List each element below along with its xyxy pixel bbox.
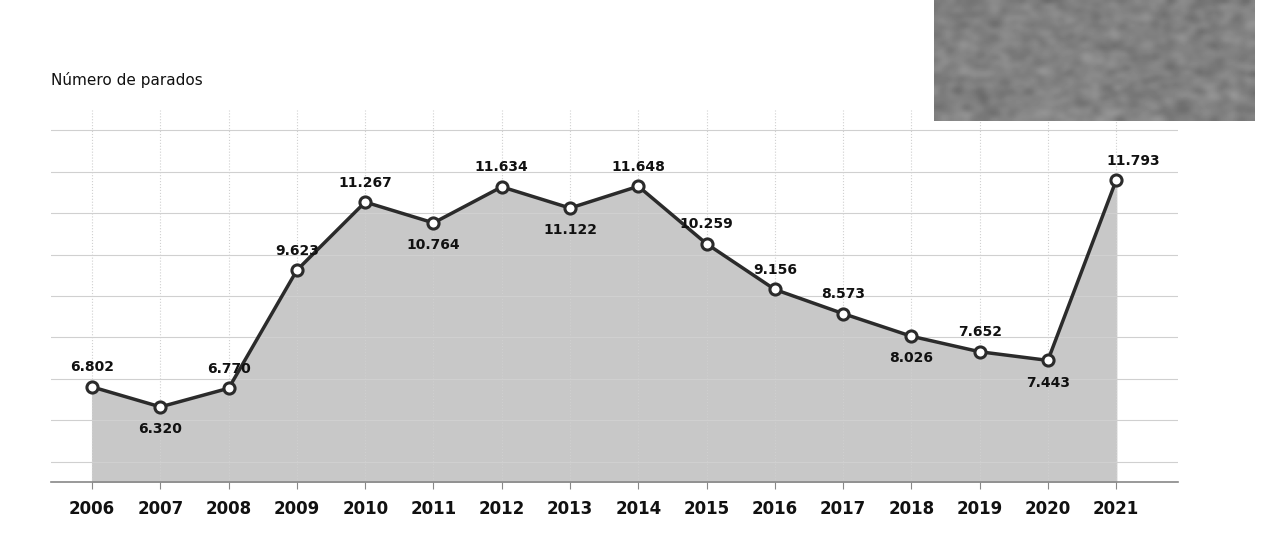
- Text: 7.443: 7.443: [1025, 375, 1070, 390]
- Text: 6.802: 6.802: [70, 361, 114, 374]
- Text: 11.648: 11.648: [612, 160, 666, 174]
- Text: 7.652: 7.652: [957, 326, 1002, 339]
- Text: 9.156: 9.156: [753, 263, 797, 277]
- Text: Número de parados: Número de parados: [51, 72, 204, 88]
- Text: 6.320: 6.320: [138, 422, 182, 436]
- Text: 11.634: 11.634: [475, 161, 529, 174]
- Text: 8.026: 8.026: [890, 351, 933, 366]
- Text: 10.764: 10.764: [407, 238, 461, 252]
- Text: 8.573: 8.573: [820, 287, 865, 301]
- Text: 11.267: 11.267: [338, 175, 392, 190]
- Text: 11.793: 11.793: [1106, 154, 1160, 168]
- Text: 11.122: 11.122: [543, 223, 596, 237]
- Text: 9.623: 9.623: [275, 244, 319, 258]
- Text: 10.259: 10.259: [680, 218, 733, 231]
- Text: 6.770: 6.770: [207, 362, 251, 376]
